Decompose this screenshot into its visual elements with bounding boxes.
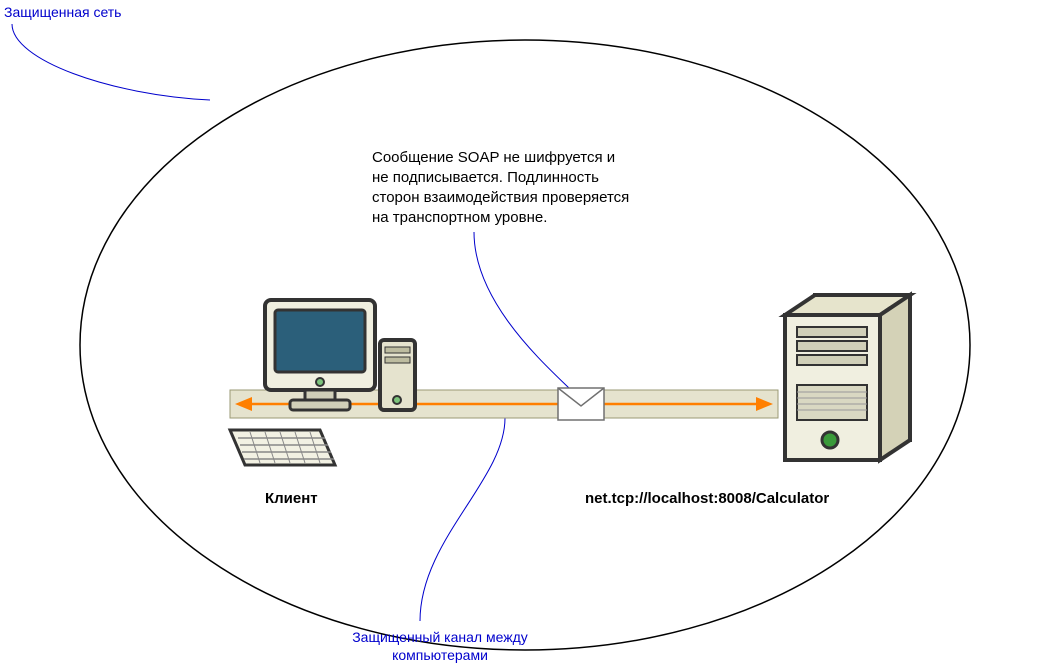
- envelope-icon: [558, 388, 604, 420]
- client-label: Клиент: [265, 490, 318, 507]
- bottom-callout-text: Защищенный канал между компьютерами: [325, 628, 555, 664]
- title-callout-leader: [12, 24, 210, 100]
- message-callout-text: Сообщение SOAP не шифруется и не подписы…: [372, 148, 629, 228]
- diagram-canvas: [0, 0, 1055, 669]
- server-label: net.tcp://localhost:8008/Calculator: [585, 490, 829, 507]
- message-callout-leader: [474, 232, 570, 389]
- client-computer-icon: [230, 300, 415, 465]
- server-icon: [785, 295, 910, 460]
- bottom-callout-leader: [420, 418, 505, 621]
- secure-network-label: Защищенная сеть: [4, 4, 121, 20]
